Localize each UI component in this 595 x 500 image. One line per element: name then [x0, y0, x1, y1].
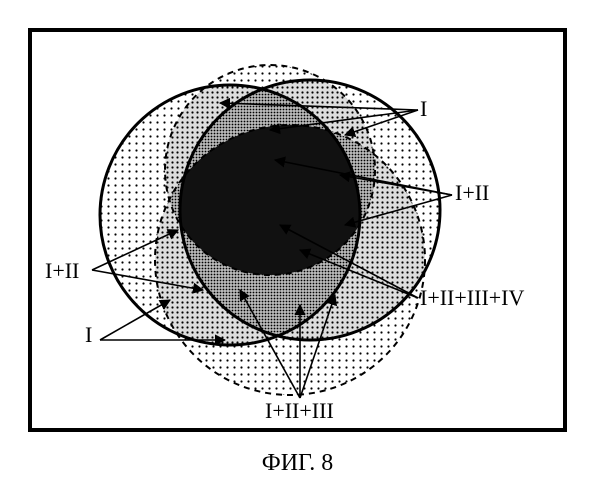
lbl-I-II-right: I+II — [455, 180, 489, 206]
lbl-I-II-III: I+II+III — [265, 398, 334, 424]
figure-container: I I+II I+II I I+II+III+IV I+II+III ФИГ. 8 — [0, 0, 595, 500]
figure-caption: ФИГ. 8 — [0, 450, 595, 477]
venn-diagram-svg — [0, 0, 595, 440]
lbl-I-left: I — [85, 322, 92, 348]
lbl-I-II-III-IV: I+II+III+IV — [420, 285, 524, 311]
lbl-I-II-left: I+II — [45, 258, 79, 284]
lbl-I-top: I — [420, 96, 427, 122]
